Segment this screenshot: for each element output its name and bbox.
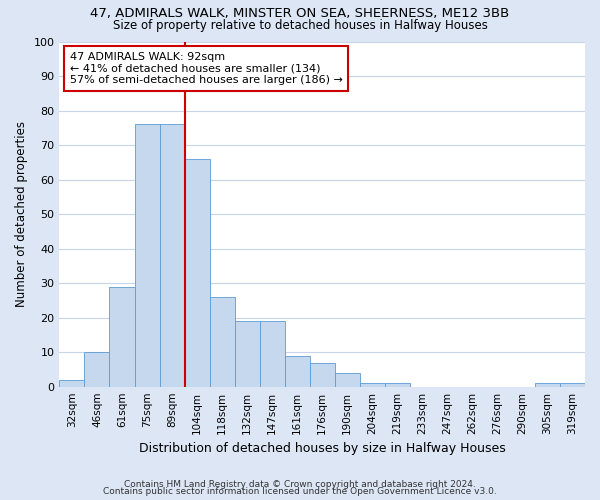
Bar (209, 297, 235, 386)
Text: Size of property relative to detached houses in Halfway Houses: Size of property relative to detached ho… (113, 18, 487, 32)
Bar (160, 124, 185, 386)
Text: 47 ADMIRALS WALK: 92sqm
← 41% of detached houses are smaller (134)
57% of semi-d: 47 ADMIRALS WALK: 92sqm ← 41% of detache… (70, 52, 343, 85)
Bar (535, 383, 560, 386)
Bar (335, 373, 360, 386)
Text: 47, ADMIRALS WALK, MINSTER ON SEA, SHEERNESS, ME12 3BB: 47, ADMIRALS WALK, MINSTER ON SEA, SHEER… (91, 8, 509, 20)
Bar (235, 321, 260, 386)
Bar (85, 352, 109, 386)
Bar (360, 383, 385, 386)
Bar (59, 380, 85, 386)
Y-axis label: Number of detached properties: Number of detached properties (15, 121, 28, 307)
Text: Contains HM Land Registry data © Crown copyright and database right 2024.: Contains HM Land Registry data © Crown c… (124, 480, 476, 489)
Bar (185, 159, 209, 386)
Bar (134, 124, 160, 386)
X-axis label: Distribution of detached houses by size in Halfway Houses: Distribution of detached houses by size … (139, 442, 506, 455)
Bar (284, 356, 310, 386)
Text: Contains public sector information licensed under the Open Government Licence v3: Contains public sector information licen… (103, 487, 497, 496)
Bar (385, 383, 410, 386)
Bar (109, 286, 134, 386)
Bar (260, 321, 284, 386)
Bar (310, 362, 335, 386)
Bar (560, 383, 585, 386)
